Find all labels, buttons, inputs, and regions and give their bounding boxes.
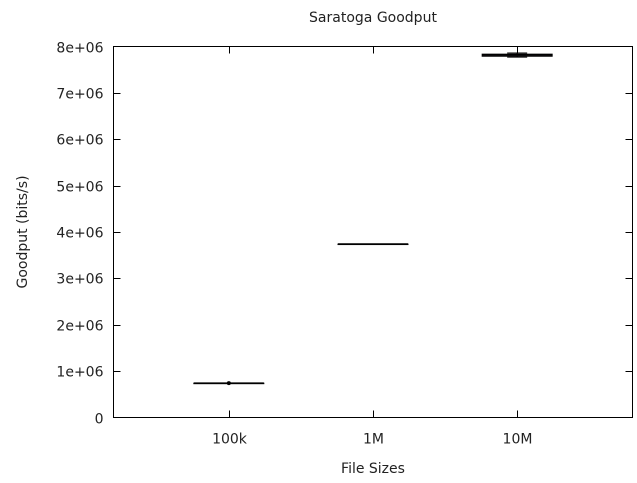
y-tick-label: 6e+06	[56, 133, 103, 149]
y-tick-label: 2e+06	[56, 319, 103, 335]
chart-title: Saratoga Goodput	[309, 10, 437, 26]
y-tick-label: 4e+06	[56, 226, 103, 242]
y-tick-label: 0	[95, 412, 104, 428]
box-1M	[337, 243, 409, 246]
y-tick-label: 7e+06	[56, 87, 103, 103]
y-tick-label: 3e+06	[56, 272, 103, 288]
y-tick-label: 1e+06	[56, 365, 103, 381]
y-axis-title: Goodput (bits/s)	[15, 175, 31, 288]
y-tick-label: 5e+06	[56, 180, 103, 196]
box-outlier-point	[226, 381, 231, 386]
plot-frame	[113, 46, 633, 418]
y-tick-label: 8e+06	[56, 41, 103, 57]
x-axis-ticks: 100k 1M 10M	[212, 46, 533, 448]
x-tick-label: 100k	[212, 432, 248, 448]
x-tick-label: 10M	[503, 432, 533, 448]
y-axis-ticks: 0 1e+06 2e+06 3e+06 4e+06 5e+06 6e+06 7e+06 8e+0…	[56, 41, 633, 428]
x-tick-label: 1M	[363, 432, 384, 448]
box-series	[193, 52, 553, 386]
x-axis-title: File Sizes	[341, 461, 405, 477]
box-100k	[193, 381, 265, 386]
box-10M	[481, 52, 553, 58]
